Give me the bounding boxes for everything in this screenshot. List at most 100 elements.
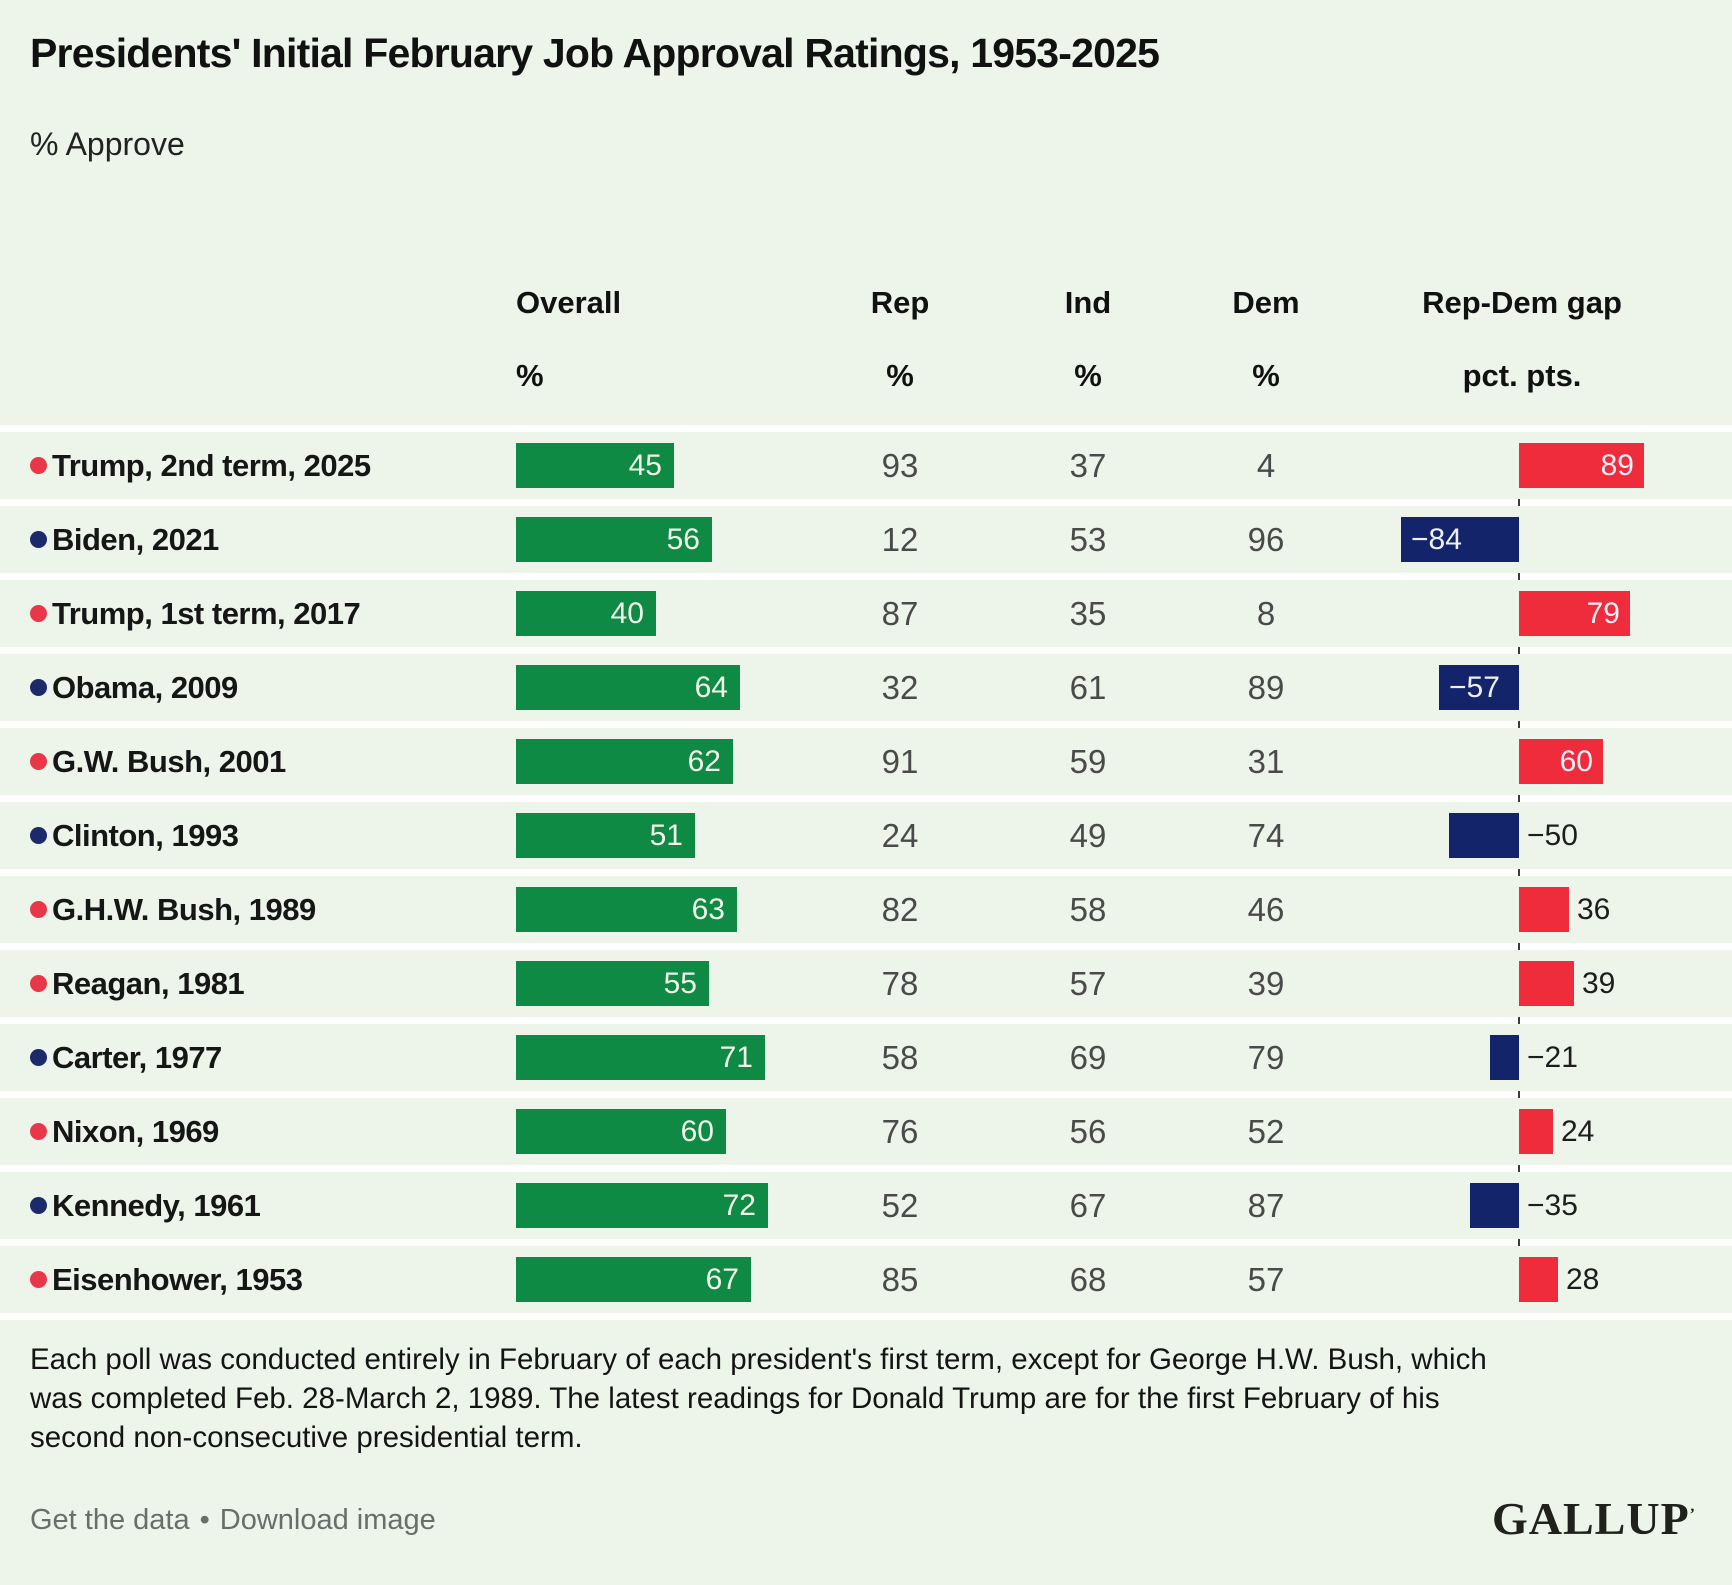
president-name: Nixon, 1969 [52,1113,219,1149]
ind-approval-value: 58 [1069,890,1107,928]
president-name: G.H.W. Bush, 1989 [52,891,316,927]
overall-approval-bar: 63 [516,887,737,932]
gap-zero-axis [1518,432,1520,1313]
rep-dem-gap-bar [1519,961,1574,1006]
dem-approval-value: 4 [1256,446,1276,484]
rep-dem-gap-value: −21 [1527,1040,1578,1074]
download-image-link[interactable]: Download image [219,1504,436,1536]
president-name: Obama, 2009 [52,669,238,705]
president-name: Reagan, 1981 [52,965,245,1001]
president-label: Biden, 2021 [30,522,219,558]
column-unit-dem: % [1252,358,1280,393]
overall-approval-bar: 64 [516,665,740,710]
president-name: Trump, 2nd term, 2025 [52,447,371,483]
footnote: Each poll was conducted entirely in Febr… [30,1343,1487,1454]
ind-approval-value: 68 [1069,1260,1107,1298]
table-row: Kennedy, 1961 72 52 67 87 −35 [0,1172,1732,1239]
column-header-ind: Ind [1064,285,1112,320]
overall-approval-bar: 60 [516,1109,726,1154]
overall-approval-bar: 51 [516,813,695,858]
table-row: Nixon, 1969 60 76 56 52 24 [0,1098,1732,1165]
dem-approval-value: 87 [1247,1186,1285,1224]
table-row: G.W. Bush, 2001 62 91 59 31 60 [0,728,1732,795]
republican-dot-icon [30,1123,47,1140]
ind-approval-value: 57 [1069,964,1107,1002]
ind-approval-value: 35 [1069,594,1107,632]
republican-dot-icon [30,975,47,992]
rep-approval-value: 52 [881,1186,919,1224]
rep-dem-gap-value: 28 [1566,1262,1600,1296]
column-unit-ind: % [1074,358,1102,393]
rep-dem-gap-bar [1519,1257,1558,1302]
get-the-data-link[interactable]: Get the data [30,1504,190,1536]
rep-approval-value: 82 [881,890,919,928]
ind-approval-value: 61 [1069,668,1107,706]
rep-dem-gap-bar [1490,1035,1519,1080]
president-name: G.W. Bush, 2001 [52,743,286,779]
overall-approval-bar: 62 [516,739,733,784]
rep-approval-value: 87 [881,594,919,632]
rep-dem-gap-bar: −84 [1401,517,1519,562]
ind-approval-value: 37 [1069,446,1107,484]
president-name: Clinton, 1993 [52,817,239,853]
ind-approval-value: 59 [1069,742,1107,780]
table-row: Reagan, 1981 55 78 57 39 39 [0,950,1732,1017]
president-name: Carter, 1977 [52,1039,222,1075]
table-rows: Trump, 2nd term, 2025 45 93 37 4 89 Biden, 202… [0,425,1732,1320]
ind-approval-value: 67 [1069,1186,1107,1224]
president-label: G.W. Bush, 2001 [30,744,286,780]
rep-dem-gap-bar: 79 [1519,591,1630,636]
president-label: Trump, 1st term, 2017 [30,596,361,632]
table-row: Clinton, 1993 51 24 49 74 −50 [0,802,1732,869]
column-unit-overall: % [516,358,544,393]
column-header-dem: Dem [1232,285,1300,320]
dem-approval-value: 52 [1247,1112,1285,1150]
dem-approval-value: 46 [1247,890,1285,928]
ind-approval-value: 49 [1069,816,1107,854]
dem-approval-value: 74 [1247,816,1285,854]
democrat-dot-icon [30,1197,47,1214]
rep-dem-gap-bar: 89 [1519,443,1644,488]
dem-approval-value: 89 [1247,668,1285,706]
overall-approval-bar: 67 [516,1257,751,1302]
democrat-dot-icon [30,827,47,844]
overall-approval-bar: 45 [516,443,674,488]
president-label: Kennedy, 1961 [30,1188,261,1224]
dem-approval-value: 57 [1247,1260,1285,1298]
column-unit-rep: % [886,358,914,393]
president-label: Carter, 1977 [30,1040,222,1076]
chart-subtitle: % Approve [30,126,185,162]
president-label: Reagan, 1981 [30,965,245,1002]
rep-dem-gap-bar [1519,887,1569,932]
overall-approval-bar: 72 [516,1183,768,1228]
table-row: Biden, 2021 56 12 53 96 −84 [0,506,1732,573]
rep-approval-value: 91 [881,742,919,780]
dem-approval-value: 31 [1247,742,1285,780]
column-header-rep: Rep [870,285,930,320]
rep-approval-value: 78 [881,964,919,1002]
president-name: Eisenhower, 1953 [52,1261,303,1297]
rep-dem-gap-value: −35 [1527,1188,1578,1222]
rep-dem-gap-bar: −57 [1439,665,1519,710]
rep-dem-gap-bar [1519,1109,1553,1154]
table-row: Obama, 2009 64 32 61 89 −57 [0,654,1732,721]
president-label: G.H.W. Bush, 1989 [30,892,316,928]
rep-dem-gap-value: −50 [1527,818,1578,852]
rep-approval-value: 58 [881,1038,919,1076]
rep-dem-gap-value: 39 [1582,966,1616,1000]
overall-approval-bar: 56 [516,517,712,562]
column-header-overall: Overall [516,285,622,320]
ind-approval-value: 69 [1069,1038,1107,1076]
rep-approval-value: 85 [881,1260,919,1298]
column-header-gap: Rep-Dem gap [1422,285,1622,320]
rep-dem-gap-value: 24 [1561,1114,1595,1148]
republican-dot-icon [30,753,47,770]
overall-approval-bar: 55 [516,961,709,1006]
overall-approval-bar: 40 [516,591,656,636]
rep-approval-value: 32 [881,668,919,706]
page-title: Presidents' Initial February Job Approva… [30,30,1160,76]
republican-dot-icon [30,901,47,918]
ind-approval-value: 53 [1069,520,1107,558]
column-unit-gap: pct. pts. [1462,358,1582,393]
